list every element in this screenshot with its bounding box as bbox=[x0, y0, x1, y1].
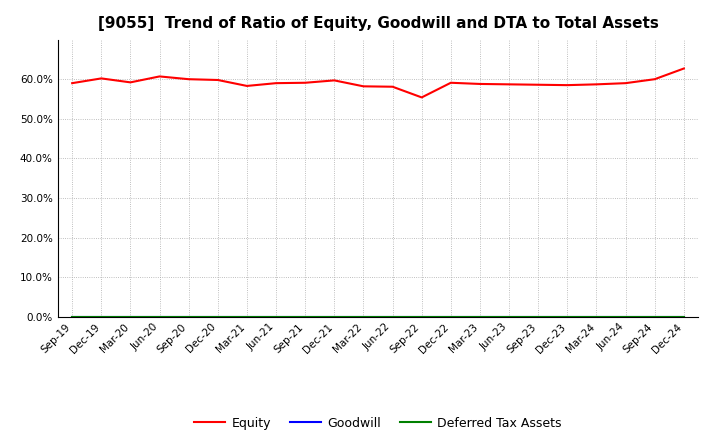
Equity bbox=[446, 80, 455, 85]
Equity bbox=[330, 78, 338, 83]
Goodwill bbox=[68, 314, 76, 319]
Goodwill bbox=[650, 314, 659, 319]
Deferred Tax Assets bbox=[68, 314, 76, 319]
Deferred Tax Assets bbox=[301, 314, 310, 319]
Deferred Tax Assets bbox=[505, 314, 513, 319]
Goodwill bbox=[388, 314, 397, 319]
Goodwill bbox=[184, 314, 193, 319]
Goodwill bbox=[563, 314, 572, 319]
Equity bbox=[156, 74, 164, 79]
Equity bbox=[650, 77, 659, 82]
Goodwill bbox=[476, 314, 485, 319]
Deferred Tax Assets bbox=[126, 314, 135, 319]
Deferred Tax Assets bbox=[563, 314, 572, 319]
Deferred Tax Assets bbox=[592, 314, 600, 319]
Goodwill bbox=[271, 314, 280, 319]
Equity bbox=[621, 81, 630, 86]
Deferred Tax Assets bbox=[650, 314, 659, 319]
Goodwill bbox=[621, 314, 630, 319]
Equity bbox=[271, 81, 280, 86]
Goodwill bbox=[213, 314, 222, 319]
Deferred Tax Assets bbox=[534, 314, 543, 319]
Equity bbox=[592, 82, 600, 87]
Goodwill bbox=[446, 314, 455, 319]
Goodwill bbox=[330, 314, 338, 319]
Equity bbox=[534, 82, 543, 88]
Deferred Tax Assets bbox=[418, 314, 426, 319]
Equity bbox=[97, 76, 106, 81]
Equity bbox=[68, 81, 76, 86]
Equity bbox=[388, 84, 397, 89]
Deferred Tax Assets bbox=[156, 314, 164, 319]
Equity bbox=[563, 82, 572, 88]
Goodwill bbox=[97, 314, 106, 319]
Goodwill bbox=[534, 314, 543, 319]
Equity bbox=[476, 81, 485, 87]
Deferred Tax Assets bbox=[621, 314, 630, 319]
Goodwill bbox=[418, 314, 426, 319]
Deferred Tax Assets bbox=[388, 314, 397, 319]
Equity bbox=[418, 95, 426, 100]
Deferred Tax Assets bbox=[359, 314, 368, 319]
Line: Equity: Equity bbox=[72, 69, 684, 97]
Deferred Tax Assets bbox=[97, 314, 106, 319]
Goodwill bbox=[359, 314, 368, 319]
Goodwill bbox=[505, 314, 513, 319]
Deferred Tax Assets bbox=[476, 314, 485, 319]
Deferred Tax Assets bbox=[330, 314, 338, 319]
Equity bbox=[184, 77, 193, 82]
Legend: Equity, Goodwill, Deferred Tax Assets: Equity, Goodwill, Deferred Tax Assets bbox=[189, 412, 567, 435]
Goodwill bbox=[156, 314, 164, 319]
Goodwill bbox=[301, 314, 310, 319]
Deferred Tax Assets bbox=[184, 314, 193, 319]
Equity bbox=[301, 80, 310, 85]
Goodwill bbox=[680, 314, 688, 319]
Equity bbox=[213, 77, 222, 83]
Goodwill bbox=[243, 314, 251, 319]
Equity bbox=[680, 66, 688, 71]
Goodwill bbox=[126, 314, 135, 319]
Equity bbox=[359, 84, 368, 89]
Equity bbox=[505, 82, 513, 87]
Title: [9055]  Trend of Ratio of Equity, Goodwill and DTA to Total Assets: [9055] Trend of Ratio of Equity, Goodwil… bbox=[98, 16, 658, 32]
Deferred Tax Assets bbox=[213, 314, 222, 319]
Deferred Tax Assets bbox=[271, 314, 280, 319]
Goodwill bbox=[592, 314, 600, 319]
Equity bbox=[126, 80, 135, 85]
Equity bbox=[243, 83, 251, 88]
Deferred Tax Assets bbox=[243, 314, 251, 319]
Deferred Tax Assets bbox=[446, 314, 455, 319]
Deferred Tax Assets bbox=[680, 314, 688, 319]
